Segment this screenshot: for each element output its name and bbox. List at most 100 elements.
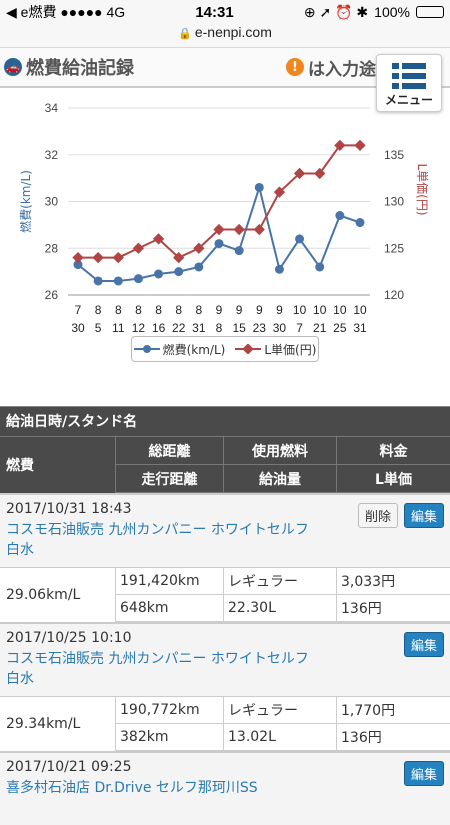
station-branch[interactable]: 白水: [6, 542, 34, 558]
input-notice[interactable]: ! は入力途: [286, 55, 376, 80]
lock-icon: 🔒: [178, 28, 192, 40]
data-point-efficiency: [295, 234, 305, 244]
record-unit-price: 136円: [337, 724, 450, 751]
record-datetime: 2017/10/31 18:43: [6, 501, 132, 517]
y-tick-left: 30: [45, 195, 59, 209]
data-point-unit-price: [253, 223, 265, 236]
x-tick-day: 31: [192, 321, 206, 335]
data-point-unit-price: [334, 139, 346, 152]
x-tick-day: 23: [253, 321, 267, 335]
data-point-unit-price: [213, 223, 225, 236]
y-axis-label-right: L単価(円): [415, 163, 429, 215]
record-efficiency: 29.34km/L: [0, 697, 116, 751]
menu-label: メニュー: [384, 93, 433, 107]
data-point-efficiency: [133, 274, 143, 284]
data-point-efficiency: [194, 262, 204, 272]
data-point-unit-price: [132, 242, 145, 254]
legend-label-unit-price: L単価(円): [264, 342, 317, 357]
edit-button[interactable]: 編集: [403, 632, 444, 657]
data-point-efficiency: [335, 211, 345, 221]
record-price: 1,770円: [337, 697, 450, 724]
header-price: 料金: [337, 437, 450, 465]
records-table: 給油日時/スタンド名 燃費 総距離 使用燃料 料金 走行距離 給油量 L単価 2…: [0, 406, 450, 825]
record-price: 3,033円: [337, 568, 450, 595]
y-tick-left: 32: [45, 148, 59, 162]
x-tick-month: 9: [216, 303, 223, 317]
header-volume: 給油量: [224, 465, 337, 493]
y-tick-left: 28: [45, 241, 59, 255]
record-fuel-type: レギュラー: [224, 568, 337, 595]
status-icons: ⊕ ➚ ⏰ ✱: [303, 3, 369, 20]
data-point-efficiency: [315, 262, 325, 272]
x-tick-month: 8: [95, 303, 102, 317]
y-tick-right: 120: [384, 288, 404, 302]
x-tick-month: 9: [256, 303, 263, 317]
record-station[interactable]: コスモ石油販売 九州カンパニー ホワイトセルフ 白水: [6, 520, 444, 560]
station-name[interactable]: コスモ石油販売 九州カンパニー ホワイトセルフ: [6, 651, 309, 667]
x-tick-month: 10: [293, 303, 307, 317]
battery-icon: [415, 6, 444, 18]
legend-item-unit-price[interactable]: L単価(円): [235, 341, 316, 358]
x-tick-day: 8: [216, 321, 223, 335]
y-tick-left: 34: [45, 101, 59, 115]
record-item: 2017/10/21 09:25 喜多村石油店 Dr.Drive セルフ那珂川S…: [0, 751, 450, 825]
list-menu-icon: [392, 63, 426, 89]
y-axis-label-left: 燃費(km/L): [18, 170, 33, 233]
data-point-efficiency: [214, 239, 224, 249]
record-volume: 13.02L: [224, 724, 337, 751]
station-name[interactable]: コスモ石油販売 九州カンパニー ホワイトセルフ: [6, 522, 309, 538]
data-point-unit-price: [354, 139, 366, 152]
status-bar: ◀ e燃費 ●●●●● 4G 14:31 ⊕ ➚ ⏰ ✱ 100%: [0, 0, 450, 24]
x-tick-month: 8: [196, 303, 203, 317]
data-point-efficiency: [154, 269, 164, 279]
record-trip-distance: 382km: [116, 724, 224, 751]
legend-item-efficiency[interactable]: 燃費(km/L): [133, 341, 226, 358]
data-point-efficiency: [254, 182, 264, 192]
x-tick-day: 15: [232, 321, 246, 335]
data-point-unit-price: [112, 251, 124, 264]
record-fuel-type: レギュラー: [224, 697, 337, 724]
url-bar[interactable]: 🔒 e-nenpi.com: [0, 24, 450, 48]
record-item: 2017/10/25 10:10 コスモ石油販売 九州カンパニー ホワイトセルフ…: [0, 622, 450, 751]
header-trip-distance: 走行距離: [116, 465, 224, 493]
data-point-unit-price: [233, 223, 245, 236]
record-item: 2017/10/31 18:43 コスモ石油販売 九州カンパニー ホワイトセルフ…: [0, 493, 450, 622]
delete-button[interactable]: 削除: [357, 503, 398, 528]
chart-legend: 燃費(km/L) L単価(円): [131, 336, 319, 362]
car-icon: 🚗: [4, 58, 22, 76]
notice-text: は入力途: [308, 59, 376, 80]
edit-button[interactable]: 編集: [403, 761, 444, 786]
station-name[interactable]: 喜多村石油店 Dr.Drive セルフ那珂川SS: [6, 780, 258, 796]
data-point-efficiency: [355, 218, 365, 228]
data-point-efficiency: [113, 276, 123, 286]
x-tick-month: 9: [236, 303, 243, 317]
table-header-columns: 燃費 総距離 使用燃料 料金 走行距離 給油量 L単価: [0, 437, 450, 493]
x-tick-month: 8: [115, 303, 122, 317]
record-station[interactable]: コスモ石油販売 九州カンパニー ホワイトセルフ 白水: [6, 649, 444, 689]
record-volume: 22.30L: [224, 595, 337, 622]
edit-button[interactable]: 編集: [403, 503, 444, 528]
x-tick-day: 31: [353, 321, 367, 335]
record-station[interactable]: 喜多村石油店 Dr.Drive セルフ那珂川SS: [6, 778, 444, 798]
exclamation-icon: !: [286, 58, 304, 76]
data-point-efficiency: [234, 246, 244, 256]
data-point-unit-price: [92, 251, 104, 264]
legend-label-efficiency: 燃費(km/L): [162, 342, 226, 357]
header-fuel-used: 使用燃料: [224, 437, 337, 465]
x-tick-day: 30: [71, 321, 85, 335]
data-point-unit-price: [173, 251, 185, 264]
menu-button[interactable]: メニュー: [376, 54, 442, 112]
x-tick-day: 30: [273, 321, 287, 335]
x-tick-month: 7: [75, 303, 82, 317]
station-branch[interactable]: 白水: [6, 671, 34, 687]
x-tick-month: 8: [175, 303, 182, 317]
fuel-chart: 26 28 30 32 34 120 125 130 135 燃費(km/L) L単価(円) 7 30 8…: [0, 88, 450, 382]
x-tick-day: 7: [296, 321, 303, 335]
record-total-distance: 190,772km: [116, 697, 224, 724]
carrier-info: ◀ e燃費 ●●●●● 4G: [6, 4, 126, 20]
y-tick-right: 135: [384, 148, 404, 162]
url-text: e-nenpi.com: [194, 24, 272, 40]
x-tick-month: 8: [155, 303, 162, 317]
data-point-efficiency: [274, 264, 284, 274]
x-tick-day: 16: [152, 321, 166, 335]
